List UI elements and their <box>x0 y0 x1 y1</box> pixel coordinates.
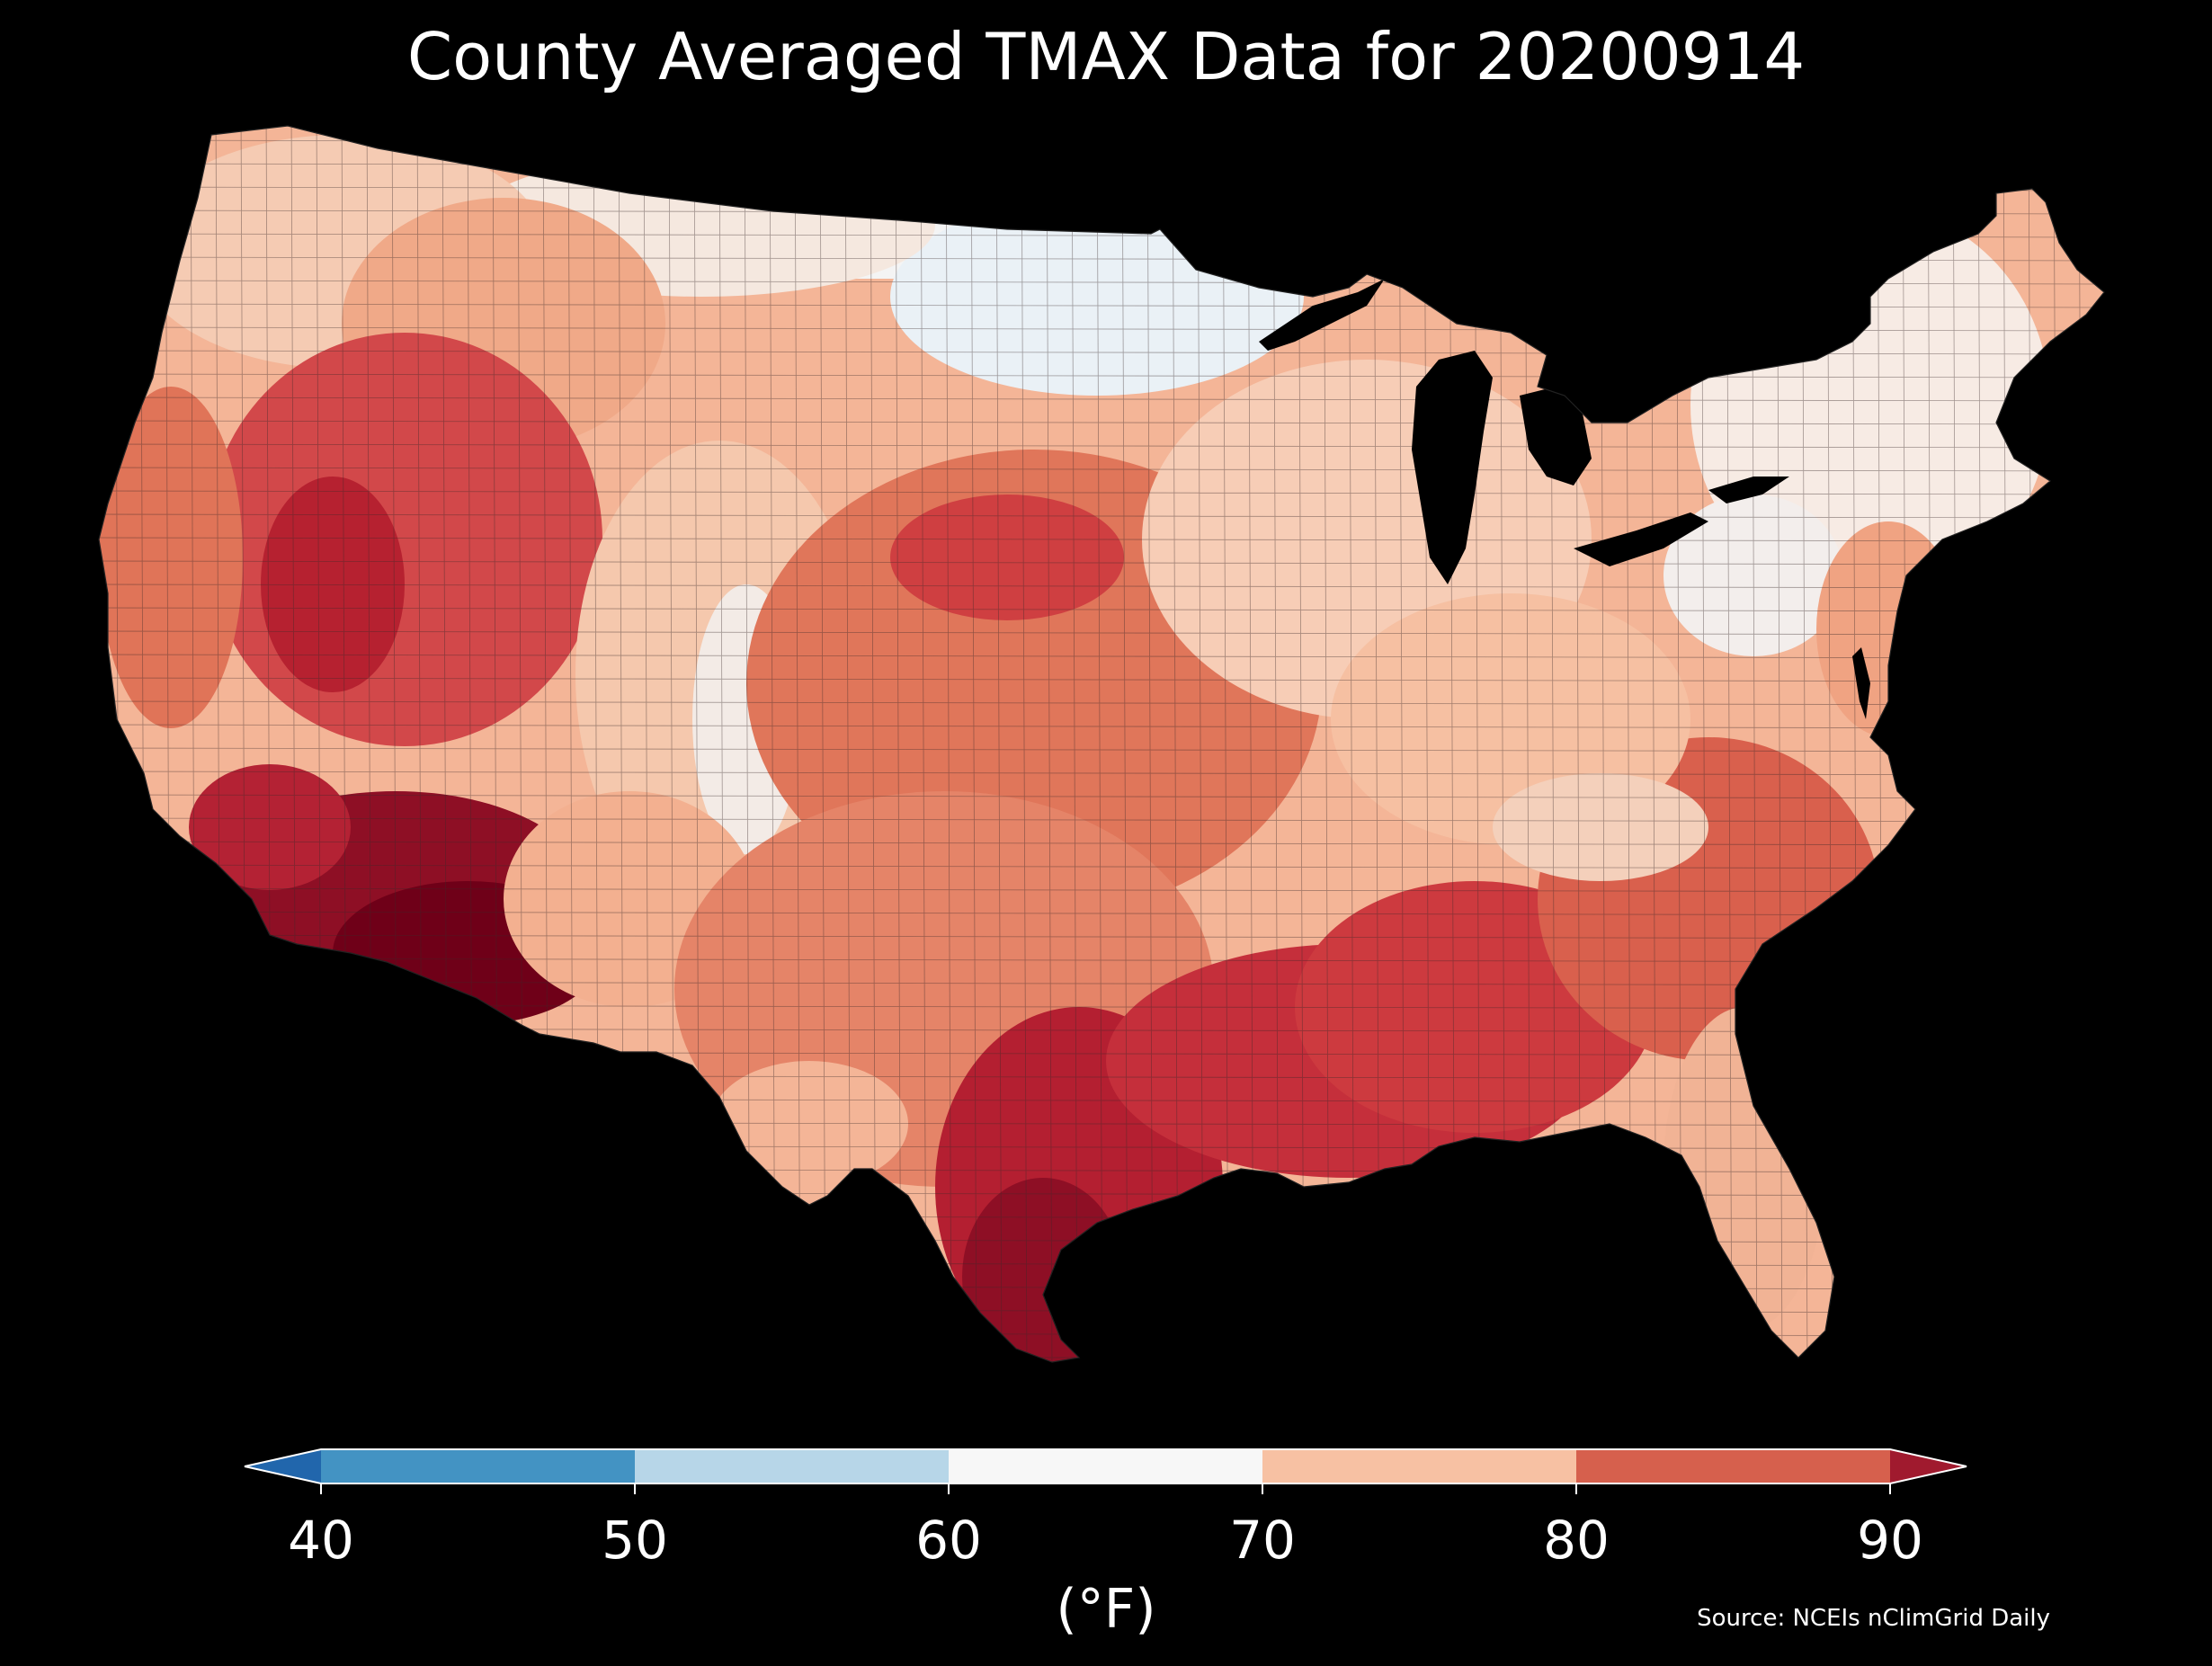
colorbar-extend-low <box>245 1449 321 1483</box>
colorbar-tick-label: 40 <box>288 1510 354 1571</box>
colorbar-tick-label: 90 <box>1857 1510 1923 1571</box>
colorbar-tick-label: 70 <box>1229 1510 1296 1571</box>
colorbar-tick-label: 50 <box>602 1510 668 1571</box>
page-title: County Averaged TMAX Data for 20200914 <box>406 19 1806 94</box>
colorbar-extend-high <box>1890 1449 1967 1483</box>
colorbar-units-label: (°F) <box>1056 1578 1156 1641</box>
colorbar-segment <box>1576 1449 1891 1483</box>
colorbar-segment <box>321 1449 636 1483</box>
colorbar-tick-label: 80 <box>1543 1510 1610 1571</box>
great-lakes <box>1259 279 1789 584</box>
colorbar-segment <box>949 1449 1263 1483</box>
source-label: Source: NCEIs nClimGrid Daily <box>1697 1605 2050 1632</box>
colorbar-segment <box>635 1449 950 1483</box>
colorbar-tick-label: 60 <box>915 1510 982 1571</box>
us-outline <box>98 125 2105 1363</box>
colorbar-segment <box>1262 1449 1577 1483</box>
coastal-water <box>1852 647 1870 719</box>
